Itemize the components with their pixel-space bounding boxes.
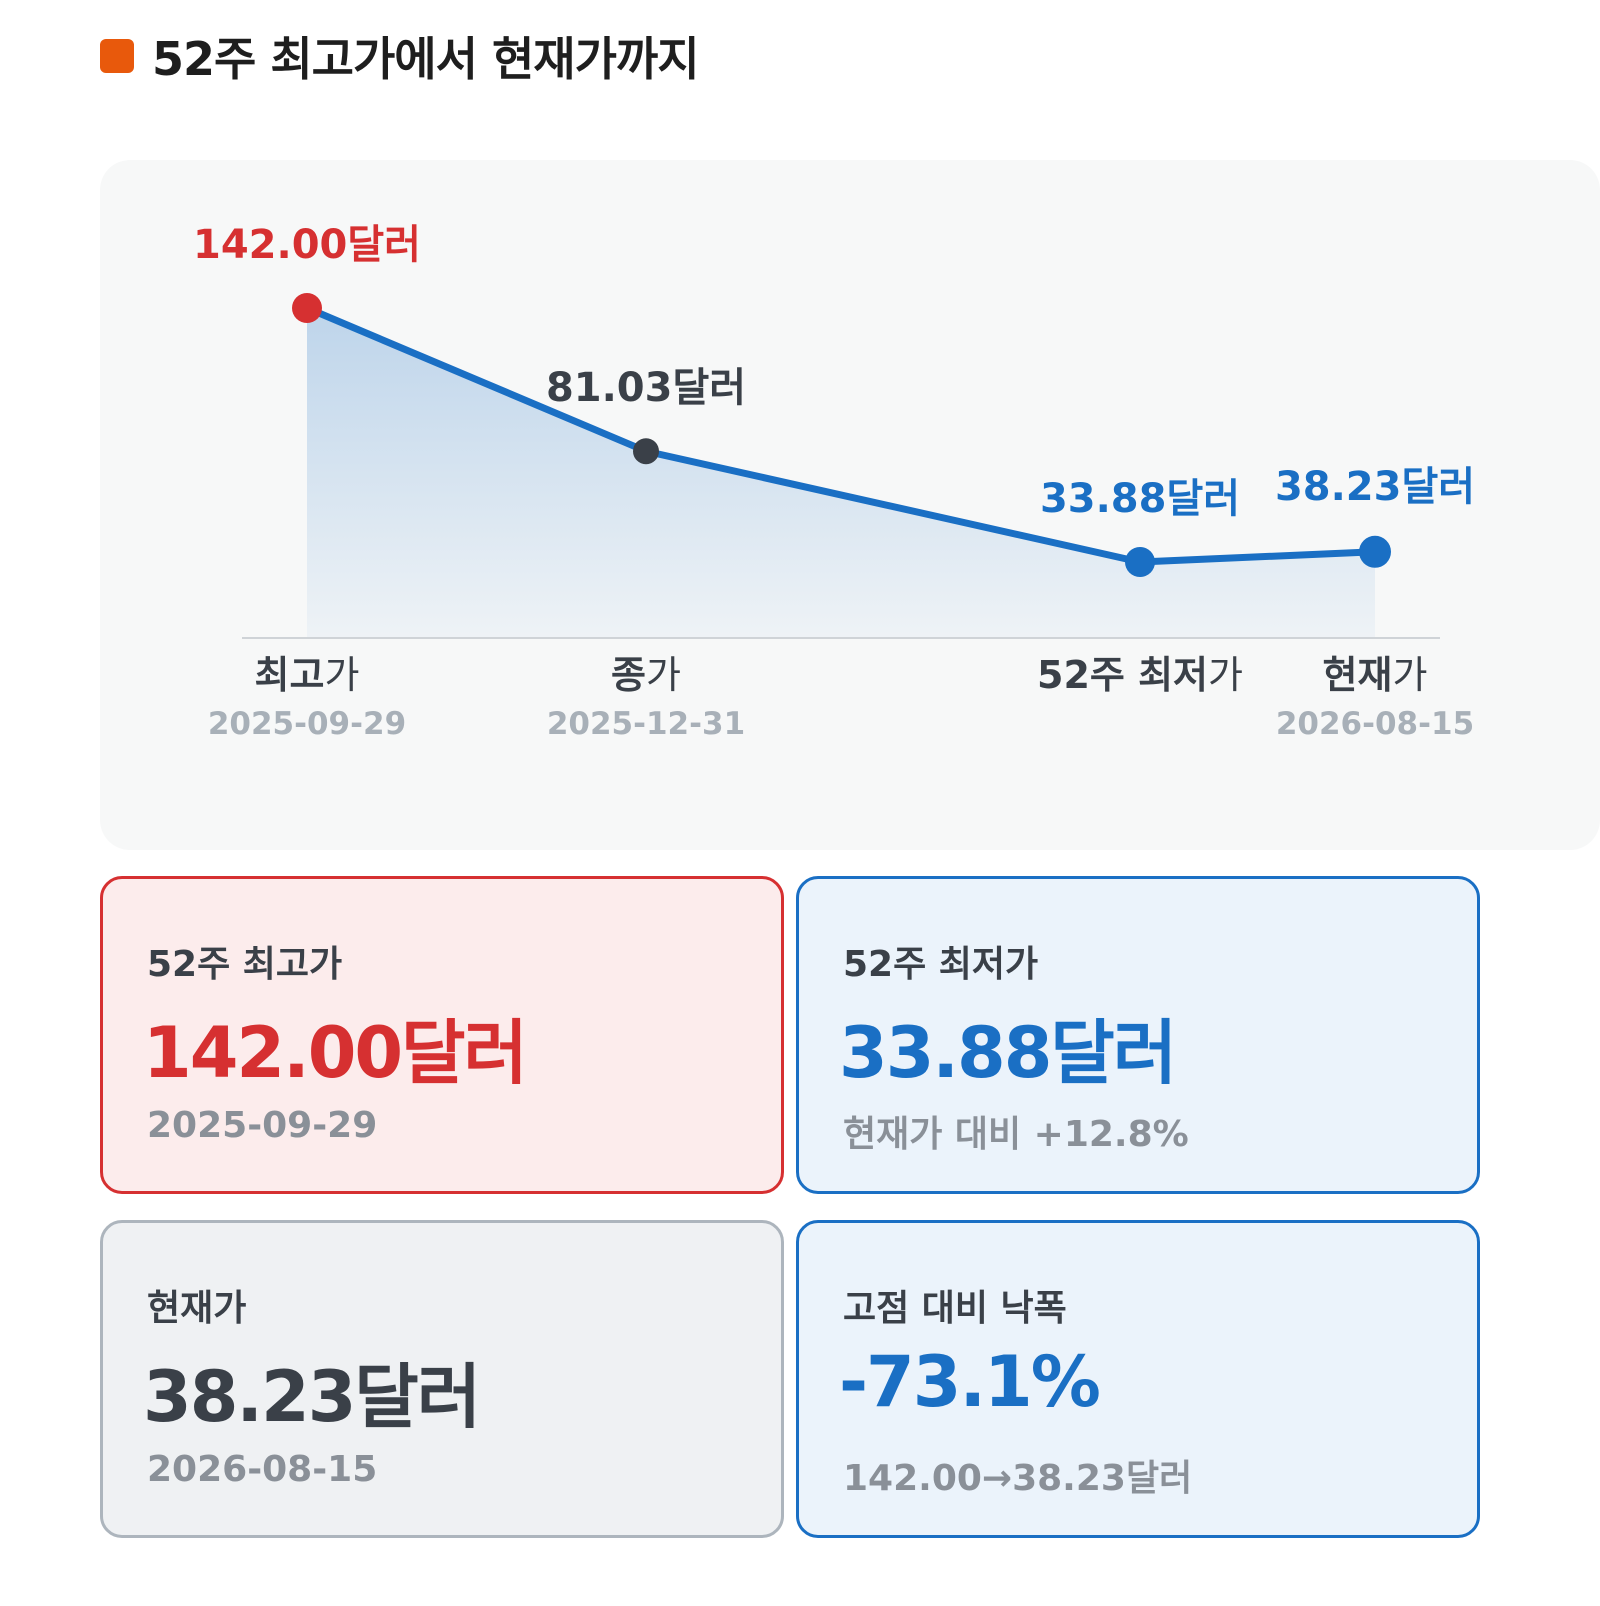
- data-point: [292, 293, 322, 323]
- x-tick-label: 종가: [611, 653, 681, 697]
- data-label: 81.03달러: [546, 365, 746, 411]
- card-value: -73.1%: [839, 1341, 1101, 1423]
- x-tick-label: 52주 최저가: [1037, 653, 1243, 697]
- card-value: 33.88달러: [839, 1012, 1177, 1094]
- x-tick-label: 최고가: [255, 653, 360, 697]
- card-sub: 현재가 대비 +12.8%: [843, 1114, 1189, 1155]
- page-title: 52주 최고가에서 현재가까지: [152, 32, 700, 86]
- data-label: 38.23달러: [1275, 464, 1475, 510]
- card-sub: 2026-08-15: [147, 1449, 378, 1490]
- x-tick-date: 2025-09-29: [208, 706, 406, 742]
- title-marker-icon: [100, 39, 134, 73]
- title-row: 52주 최고가에서 현재가까지: [100, 28, 700, 86]
- card-value: 38.23달러: [143, 1356, 481, 1438]
- data-label: 33.88달러: [1040, 476, 1240, 522]
- data-point: [1359, 535, 1391, 568]
- card-value: 142.00달러: [143, 1012, 528, 1094]
- card-label: 52주 최저가: [843, 944, 1039, 985]
- card-52w-high: 52주 최고가 142.00달러 2025-09-29: [100, 876, 784, 1194]
- x-tick-date: 2025-12-31: [547, 706, 745, 742]
- card-current-price: 현재가 38.23달러 2026-08-15: [100, 1220, 784, 1538]
- x-tick-date: 2026-08-15: [1276, 706, 1474, 742]
- x-tick-label: 현재가: [1323, 653, 1428, 697]
- card-label: 고점 대비 낙폭: [843, 1288, 1067, 1329]
- area-fill: [307, 308, 1375, 638]
- data-label: 142.00달러: [193, 222, 421, 268]
- data-point: [633, 438, 659, 465]
- series-line: [303, 304, 1379, 566]
- card-label: 현재가: [147, 1288, 247, 1329]
- card-sub: 142.00→38.23달러: [843, 1458, 1193, 1499]
- card-drawdown: 고점 대비 낙폭 -73.1% 142.00→38.23달러: [796, 1220, 1480, 1538]
- card-sub: 2025-09-29: [147, 1105, 378, 1146]
- card-label: 52주 최고가: [147, 944, 343, 985]
- card-52w-low: 52주 최저가 33.88달러 현재가 대비 +12.8%: [796, 876, 1480, 1194]
- data-point: [1125, 547, 1155, 577]
